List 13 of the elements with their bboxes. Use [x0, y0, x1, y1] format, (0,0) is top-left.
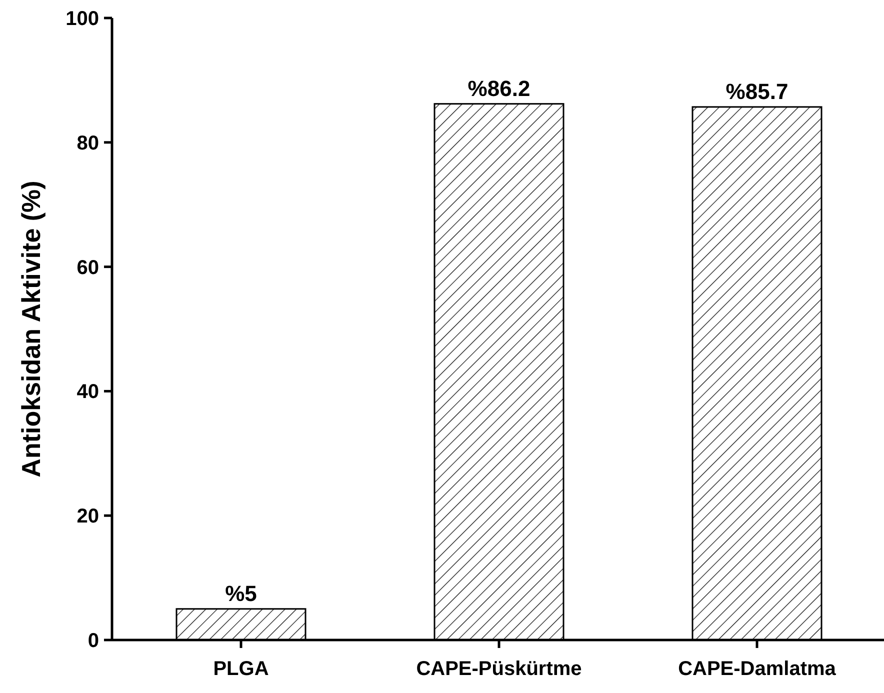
data-label: %85.7	[726, 78, 788, 104]
y-tick-label: 60	[76, 256, 99, 279]
data-label: %86.2	[468, 76, 530, 101]
x-tick-label: PLGA	[213, 658, 269, 680]
y-tick-label: 40	[76, 381, 99, 404]
y-tick-label: 100	[66, 8, 99, 30]
data-label: %5	[225, 580, 257, 606]
x-tick-label: CAPE-Püskürtme	[416, 658, 582, 680]
x-tick-label: CAPE-Damlatma	[678, 658, 837, 680]
y-tick-label: 80	[76, 132, 99, 154]
y-tick-label: 0	[88, 630, 99, 652]
y-axis-title: Antioksidan Aktivite (%)	[16, 180, 46, 478]
y-tick-label: 20	[76, 506, 99, 528]
